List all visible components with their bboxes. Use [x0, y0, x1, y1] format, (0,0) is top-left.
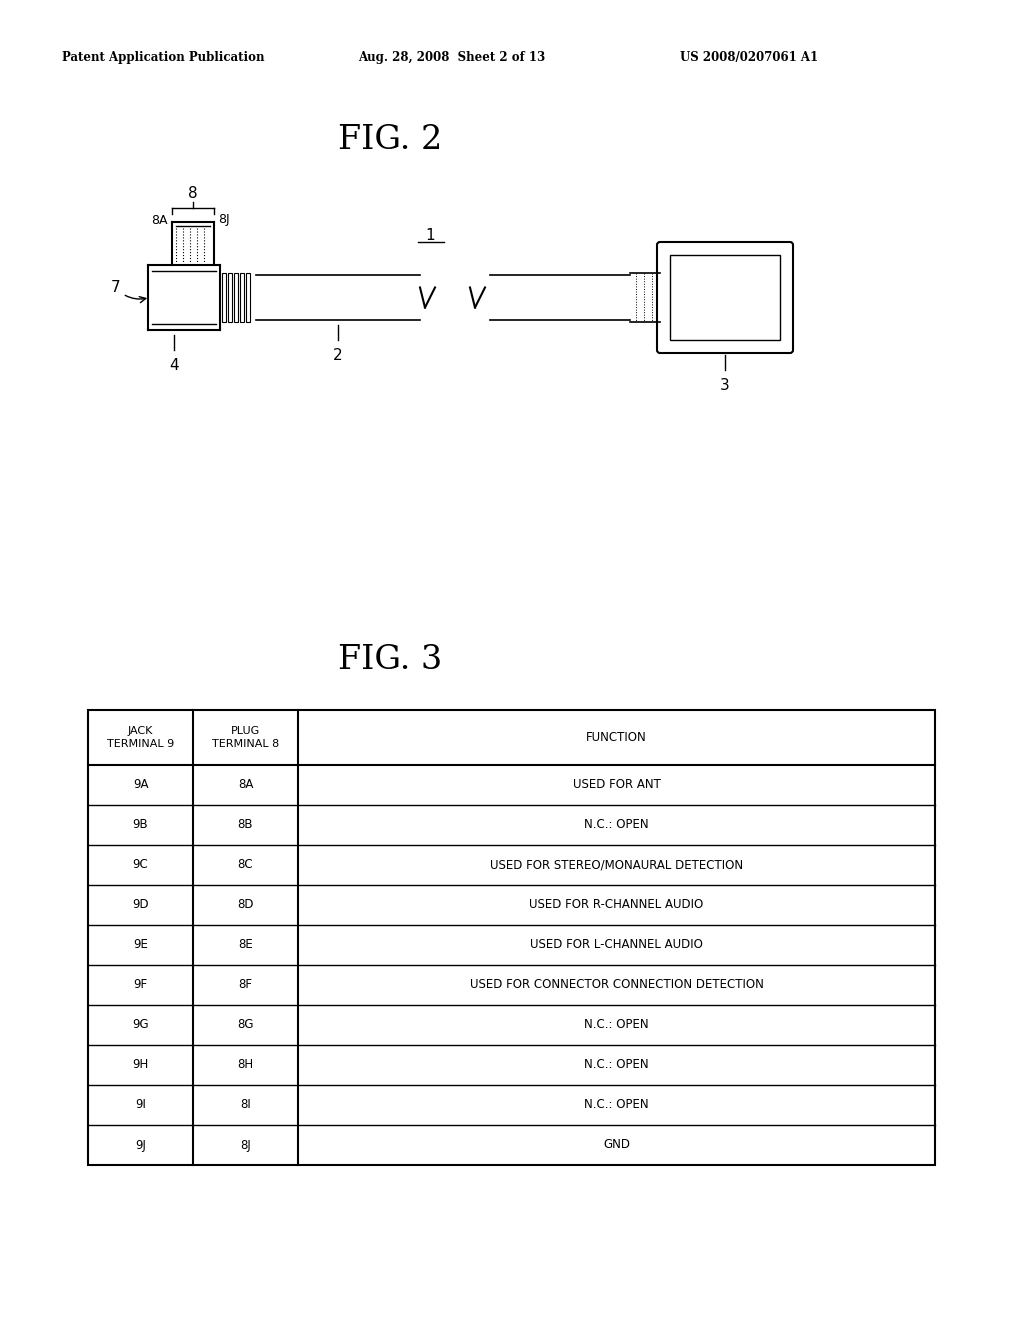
Text: N.C.: OPEN: N.C.: OPEN: [584, 818, 649, 832]
FancyBboxPatch shape: [657, 242, 793, 352]
Text: 8J: 8J: [218, 214, 229, 227]
Text: N.C.: OPEN: N.C.: OPEN: [584, 1098, 649, 1111]
Text: USED FOR R-CHANNEL AUDIO: USED FOR R-CHANNEL AUDIO: [529, 899, 703, 912]
Text: 8A: 8A: [152, 214, 168, 227]
Text: USED FOR CONNECTOR CONNECTION DETECTION: USED FOR CONNECTOR CONNECTION DETECTION: [470, 978, 764, 991]
Text: 8D: 8D: [238, 899, 254, 912]
Text: GND: GND: [603, 1138, 630, 1151]
Text: 8J: 8J: [240, 1138, 251, 1151]
Bar: [240, 273, 244, 322]
Text: 8: 8: [188, 186, 198, 202]
Text: 9A: 9A: [133, 779, 148, 792]
Text: 9J: 9J: [135, 1138, 146, 1151]
Text: FIG. 2: FIG. 2: [338, 124, 442, 156]
Text: 9F: 9F: [133, 978, 147, 991]
Text: 3: 3: [720, 378, 730, 392]
Text: 7: 7: [111, 280, 145, 302]
Text: FUNCTION: FUNCTION: [586, 731, 647, 744]
Text: 9E: 9E: [133, 939, 147, 952]
Text: 9I: 9I: [135, 1098, 146, 1111]
Text: USED FOR STEREO/MONAURAL DETECTION: USED FOR STEREO/MONAURAL DETECTION: [489, 858, 743, 871]
Text: 8F: 8F: [239, 978, 253, 991]
Bar: [222, 273, 226, 322]
Text: N.C.: OPEN: N.C.: OPEN: [584, 1019, 649, 1031]
Bar: [670, 255, 780, 341]
Bar: [246, 273, 250, 322]
Text: 9C: 9C: [133, 858, 148, 871]
Text: N.C.: OPEN: N.C.: OPEN: [584, 1059, 649, 1072]
Text: 8G: 8G: [238, 1019, 254, 1031]
Bar: [88, 710, 935, 1166]
Text: 9H: 9H: [132, 1059, 148, 1072]
Text: USED FOR ANT: USED FOR ANT: [572, 779, 660, 792]
Text: 2: 2: [333, 347, 343, 363]
Text: Patent Application Publication: Patent Application Publication: [62, 51, 264, 65]
Bar: [234, 273, 238, 322]
Text: 1: 1: [425, 227, 435, 243]
Text: 8H: 8H: [238, 1059, 254, 1072]
Text: 8A: 8A: [238, 779, 253, 792]
Text: 9D: 9D: [132, 899, 148, 912]
Text: JACK
TERMINAL 9: JACK TERMINAL 9: [106, 726, 174, 748]
Text: US 2008/0207061 A1: US 2008/0207061 A1: [680, 51, 818, 65]
Text: 8E: 8E: [239, 939, 253, 952]
Text: 9B: 9B: [133, 818, 148, 832]
Text: PLUG
TERMINAL 8: PLUG TERMINAL 8: [212, 726, 280, 748]
Text: 9G: 9G: [132, 1019, 148, 1031]
Text: 8B: 8B: [238, 818, 253, 832]
Text: 4: 4: [169, 358, 179, 372]
Text: 8I: 8I: [240, 1098, 251, 1111]
Text: 8C: 8C: [238, 858, 253, 871]
Text: USED FOR L-CHANNEL AUDIO: USED FOR L-CHANNEL AUDIO: [530, 939, 702, 952]
Text: Aug. 28, 2008  Sheet 2 of 13: Aug. 28, 2008 Sheet 2 of 13: [358, 51, 545, 65]
Text: FIG. 3: FIG. 3: [338, 644, 442, 676]
Bar: [228, 273, 232, 322]
